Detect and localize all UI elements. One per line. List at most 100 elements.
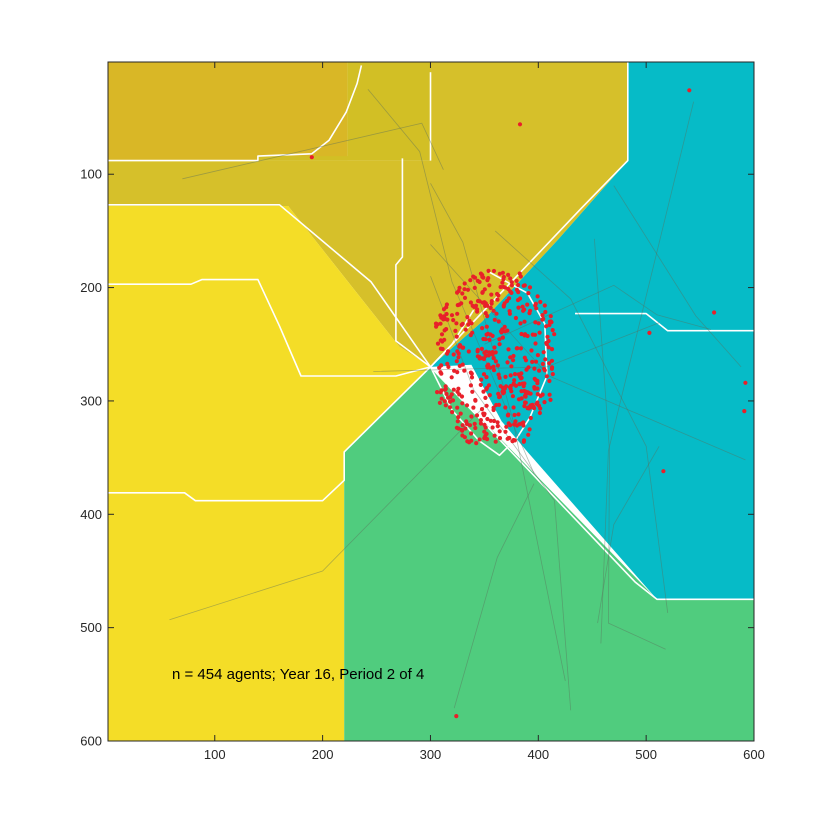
agent-point — [523, 394, 528, 399]
x-tick-label: 400 — [527, 747, 549, 762]
agent-point — [444, 302, 449, 307]
agent-point — [516, 305, 521, 310]
x-axis: 100 200 300 400 500 600 — [204, 62, 765, 762]
agent-point — [450, 398, 456, 403]
agent-point — [493, 439, 498, 444]
agent-point — [712, 310, 717, 315]
agent-point — [453, 328, 458, 333]
agent-point — [460, 401, 465, 406]
agent-point — [469, 431, 474, 436]
agent-point — [495, 420, 500, 425]
agent-point — [544, 374, 549, 379]
agent-point — [456, 386, 461, 391]
agent-point — [516, 282, 521, 288]
agent-point — [501, 284, 506, 289]
agent-point — [507, 385, 512, 390]
agent-point — [519, 331, 524, 337]
agent-point — [487, 393, 492, 398]
agent-point — [478, 382, 483, 387]
agent-point — [526, 432, 531, 437]
agent-point — [464, 403, 470, 408]
agent-point — [503, 429, 508, 434]
agent-point — [477, 279, 482, 285]
agent-point — [509, 283, 514, 288]
agent-point — [521, 438, 527, 443]
agent-point — [533, 341, 538, 346]
agent-point — [492, 433, 497, 438]
agent-point — [496, 319, 501, 324]
agent-point — [513, 383, 519, 388]
agent-layer — [309, 88, 748, 719]
agent-point — [512, 422, 517, 427]
trail-layer — [169, 88, 746, 711]
agent-point — [496, 372, 501, 377]
agent-point — [465, 287, 471, 292]
agent-trail — [367, 88, 535, 474]
agent-point — [481, 389, 486, 394]
agent-trail — [182, 122, 444, 180]
agent-point — [526, 405, 531, 410]
agent-point — [448, 395, 453, 400]
agent-point — [460, 321, 465, 326]
agent-point — [522, 307, 527, 312]
agent-point — [503, 374, 508, 379]
agent-point — [509, 280, 514, 285]
agent-point — [465, 315, 470, 320]
agent-point — [463, 426, 468, 431]
agent-point — [529, 348, 534, 353]
agent-point — [460, 433, 465, 438]
agent-point — [522, 388, 527, 394]
agent-point — [455, 349, 460, 354]
agent-point — [519, 421, 525, 426]
region-layer — [108, 62, 754, 741]
agent-point — [548, 314, 553, 319]
agent-point — [490, 350, 495, 355]
agent-point — [452, 368, 457, 373]
agent-point — [480, 290, 485, 295]
agent-trail — [597, 446, 660, 624]
agent-point — [543, 357, 548, 362]
agent-point — [518, 346, 524, 351]
agent-point — [466, 322, 471, 327]
agent-point — [504, 424, 509, 429]
agent-point — [454, 425, 459, 430]
agent-point — [542, 368, 547, 373]
agent-point — [450, 410, 455, 415]
x-tick-label: 600 — [743, 747, 765, 762]
agent-point — [468, 383, 473, 388]
agent-point — [496, 293, 501, 298]
agent-point — [456, 415, 461, 420]
agent-point — [466, 349, 471, 354]
agent-point — [458, 411, 463, 416]
agent-point — [454, 334, 459, 339]
agent-point — [469, 438, 474, 443]
agent-point — [473, 425, 478, 431]
agent-point — [522, 404, 527, 409]
agent-point — [472, 304, 477, 309]
agent-point — [442, 399, 447, 404]
agent-point — [512, 372, 518, 377]
agent-point — [460, 291, 465, 296]
agent-point — [516, 290, 521, 295]
agent-point — [489, 292, 494, 297]
agent-trail — [169, 404, 487, 621]
agent-point — [509, 364, 514, 369]
agent-point — [545, 334, 550, 339]
agent-point — [433, 321, 439, 326]
agent-point — [535, 381, 540, 386]
agent-point — [508, 355, 513, 360]
agent-point — [483, 353, 488, 358]
agent-trail — [430, 244, 746, 461]
agent-point — [519, 396, 524, 401]
agent-point — [497, 271, 502, 276]
agent-point — [501, 277, 506, 282]
region-yellow — [108, 206, 431, 741]
agent-point — [502, 386, 507, 391]
agent-point — [491, 368, 497, 373]
agent-point — [464, 421, 469, 426]
agent-trail — [430, 183, 566, 681]
agent-point — [477, 437, 482, 442]
agent-point — [503, 405, 508, 410]
agent-point — [491, 407, 496, 413]
